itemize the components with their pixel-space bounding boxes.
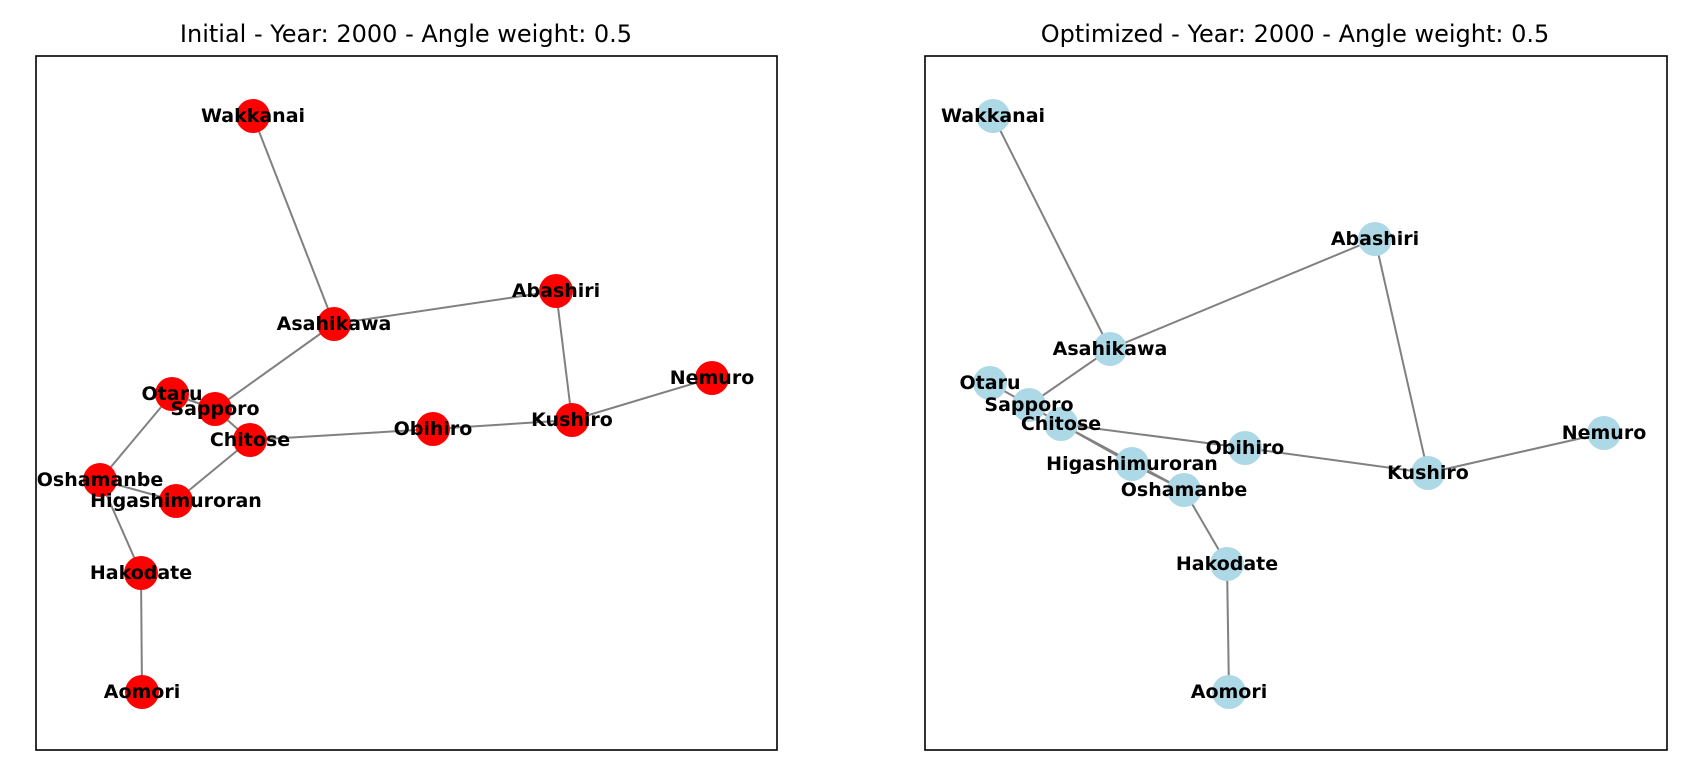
initial-edge-wakkanai-asahikawa [252, 115, 335, 325]
optimized-node-higashimuroran [1115, 447, 1149, 481]
initial-label-otaru: Otaru [142, 383, 203, 405]
optimized-edge-hakodate-aomori [1226, 563, 1230, 693]
optimized-panel-frame [924, 55, 1668, 751]
optimized-node-abashiri [1358, 222, 1392, 256]
initial-edge-obihiro-kushiro [432, 419, 573, 430]
optimized-node-chitose [1044, 407, 1078, 441]
initial-node-hakodate [124, 556, 158, 590]
initial-node-chitose [233, 423, 267, 457]
initial-label-chitose: Chitose [210, 429, 290, 451]
initial-node-aomori [125, 675, 159, 709]
initial-label-asahikawa: Asahikawa [277, 313, 392, 335]
initial-label-sapporo: Sapporo [170, 398, 259, 420]
optimized-label-obihiro: Obihiro [1206, 437, 1285, 459]
optimized-label-higashimuroran: Higashimuroran [1046, 453, 1218, 475]
initial-node-kushiro [555, 403, 589, 437]
initial-edge-chitose-obihiro [249, 428, 434, 441]
initial-edge-otaru-oshamanbe [99, 393, 173, 481]
optimized-label-abashiri: Abashiri [1331, 228, 1419, 250]
optimized-label-asahikawa: Asahikawa [1053, 338, 1168, 360]
initial-node-abashiri [539, 274, 573, 308]
optimized-node-nemuro [1587, 416, 1621, 450]
optimized-node-sapporo [1012, 388, 1046, 422]
optimized-edges [989, 115, 1605, 693]
optimized-label-chitose: Chitose [1021, 413, 1101, 435]
optimized-labels: Wakkanai Abashiri Asahikawa OtaruSapporoChi… [941, 105, 1646, 703]
optimized-edge-wakkanai-asahikawa [992, 115, 1111, 350]
optimized-network-panel: Optimized - Year: 2000 - Angle weight: 0… [924, 20, 1668, 751]
initial-label-oshamanbe: Oshamanbe [37, 469, 163, 491]
optimized-panel-title: Optimized - Year: 2000 - Angle weight: 0… [1041, 20, 1550, 48]
initial-node-wakkanai [236, 99, 270, 133]
initial-label-hakodate: Hakodate [90, 562, 192, 584]
initial-edge-kushiro-nemuro [571, 377, 713, 421]
initial-network-panel: Initial - Year: 2000 - Angle weight: 0.5… [35, 20, 778, 751]
initial-panel-frame [35, 55, 778, 751]
initial-node-otaru [155, 377, 189, 411]
optimized-label-oshamanbe: Oshamanbe [1121, 479, 1247, 501]
optimized-label-nemuro: Nemuro [1562, 422, 1647, 444]
optimized-nodes [973, 99, 1621, 709]
initial-label-aomori: Aomori [104, 681, 181, 703]
initial-labels: Wakkanai Asahikawa Abashiri Nemuro OtaruSapp… [37, 105, 755, 703]
initial-label-nemuro: Nemuro [670, 367, 755, 389]
initial-label-abashiri: Abashiri [512, 280, 600, 302]
optimized-edge-abashiri-kushiro [1374, 238, 1429, 474]
initial-node-obihiro [416, 412, 450, 446]
optimized-label-hakodate: Hakodate [1176, 553, 1278, 575]
initial-panel-title: Initial - Year: 2000 - Angle weight: 0.5 [180, 20, 632, 48]
optimized-label-otaru: Otaru [960, 372, 1021, 394]
initial-label-higashimuroran: Higashimuroran [90, 490, 262, 512]
optimized-node-obihiro [1228, 431, 1262, 465]
optimized-edge-kushiro-nemuro [1427, 432, 1605, 474]
optimized-label-aomori: Aomori [1191, 681, 1268, 703]
optimized-edge-chitose-obihiro [1060, 423, 1246, 449]
optimized-node-oshamanbe [1167, 473, 1201, 507]
optimized-node-kushiro [1411, 456, 1445, 490]
initial-edge-hakodate-aomori [140, 572, 143, 693]
initial-node-asahikawa [317, 307, 351, 341]
optimized-node-asahikawa [1093, 332, 1127, 366]
initial-node-oshamanbe [83, 463, 117, 497]
optimized-node-hakodate [1210, 547, 1244, 581]
initial-node-higashimuroran [159, 484, 193, 518]
optimized-edge-asahikawa-abashiri [1109, 238, 1376, 350]
initial-node-nemuro [695, 361, 729, 395]
initial-edge-abashiri-kushiro [555, 290, 573, 421]
optimized-node-otaru [973, 366, 1007, 400]
initial-node-sapporo [198, 392, 232, 426]
initial-nodes [83, 99, 729, 709]
optimized-node-aomori [1212, 675, 1246, 709]
optimized-edge-obihiro-kushiro [1244, 447, 1429, 474]
initial-edge-asahikawa-sapporo [214, 323, 335, 410]
optimized-label-wakkanai: Wakkanai [941, 105, 1045, 127]
initial-label-kushiro: Kushiro [531, 409, 613, 431]
optimized-label-kushiro: Kushiro [1387, 462, 1469, 484]
initial-edge-asahikawa-abashiri [333, 290, 557, 325]
optimized-node-wakkanai [976, 99, 1010, 133]
initial-label-obihiro: Obihiro [394, 418, 473, 440]
optimized-label-sapporo: Sapporo [984, 394, 1073, 416]
initial-label-wakkanai: Wakkanai [201, 105, 305, 127]
